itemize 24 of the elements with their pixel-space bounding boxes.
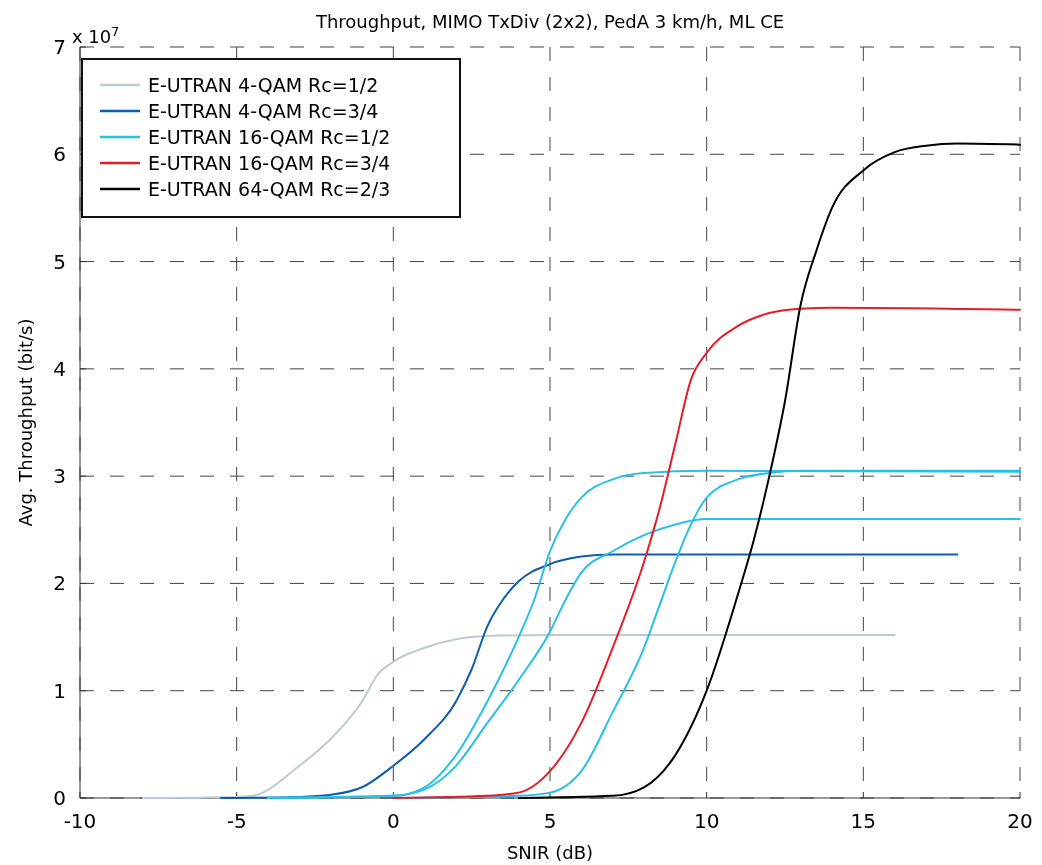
y-tick-label: 0 [53, 786, 66, 810]
y-tick-label: 2 [53, 571, 66, 596]
legend-label: E-UTRAN 4-QAM Rc=1/2 [148, 74, 379, 96]
legend-label: E-UTRAN 16-QAM Rc=1/2 [148, 126, 391, 148]
x-tick-label: 20 [1007, 809, 1033, 833]
legend-label: E-UTRAN 64-QAM Rc=2/3 [148, 178, 391, 200]
x-tick-label: -5 [226, 809, 247, 833]
x-tick-label: -10 [63, 809, 97, 833]
y-tick-label: 3 [53, 464, 66, 489]
x-tick-label: 5 [543, 809, 557, 833]
y-axis-title: Avg. Throughput (bit/s) [15, 318, 36, 527]
y-tick-label: 7 [53, 35, 66, 59]
y-tick-label: 6 [53, 142, 66, 167]
x-tick-label: 10 [693, 809, 720, 833]
legend-label: E-UTRAN 4-QAM Rc=3/4 [148, 100, 379, 122]
x-tick-label: 15 [850, 809, 877, 833]
y-tick-label: 5 [53, 249, 66, 274]
text: x 10$^{7}$ [72, 23, 120, 47]
x-axis-title: SNIR (dB) [506, 842, 594, 863]
chart-title: Throughput, MIMO TxDiv (2x2), PedA 3 km/h, ML CE [314, 11, 785, 32]
y-tick-label: 1 [53, 678, 66, 703]
legend-label: E-UTRAN 16-QAM Rc=3/4 [148, 152, 391, 174]
y-tick-label: 4 [53, 356, 66, 381]
x-tick-label: 0 [386, 809, 400, 833]
